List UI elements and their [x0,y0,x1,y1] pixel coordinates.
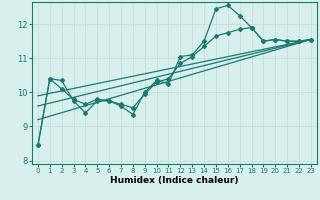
X-axis label: Humidex (Indice chaleur): Humidex (Indice chaleur) [110,176,239,185]
